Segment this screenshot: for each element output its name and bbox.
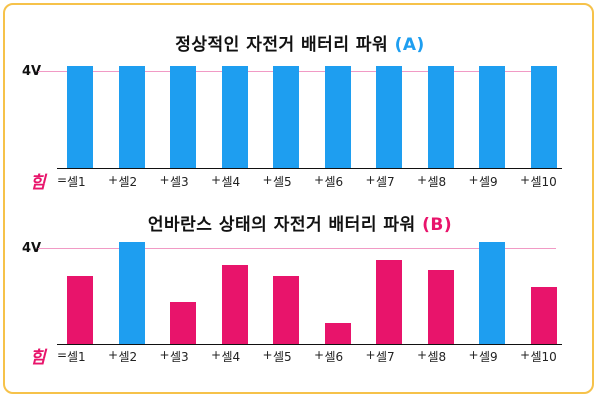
panel-b-bar-2 — [118, 242, 145, 344]
panel-b-plus-sign: + — [520, 348, 531, 362]
panel-b-plus-sign: + — [108, 348, 119, 362]
panel-b-bar-8 — [427, 270, 454, 344]
panel-b-voltage-label: 4V — [22, 241, 42, 256]
panel-a-cell-label-8: 셀8 — [427, 175, 447, 189]
panel-b-cell-label-9: 셀9 — [479, 350, 498, 364]
panel-a-bar-8 — [427, 66, 454, 168]
panel-b-cell-label-8: 셀8 — [427, 350, 447, 364]
panel-a-equals: = — [57, 173, 68, 187]
panel-a-plus-sign: + — [262, 173, 273, 187]
panel-a-cell-label-9: 셀9 — [479, 175, 498, 189]
panel-a-title-text: 정상적인 자전거 배터리 파워 — [175, 35, 389, 55]
panel-a-bar-3 — [170, 66, 196, 168]
panel-a-bar-2 — [118, 66, 145, 168]
panel-b-cell-label-2: 셀2 — [118, 350, 138, 364]
panel-b-plus-sign: + — [468, 348, 479, 362]
panel-a-bar-9 — [479, 66, 505, 168]
panel-b-bar-9 — [479, 242, 505, 344]
panel-b-cell-label-7: 셀7 — [376, 350, 395, 364]
panel-b-cell-label-1: 셀1 — [67, 350, 86, 364]
panel-a-bar-10 — [530, 66, 557, 168]
panel-a-him-label: 힘 — [30, 173, 46, 193]
panel-a-cell-label-2: 셀2 — [118, 175, 138, 189]
panel-b-bar-6 — [324, 323, 351, 344]
panel-a-tag: (A) — [394, 35, 425, 55]
panel-b-title-text: 언바란스 상태의 자전거 배터리 파워 — [147, 215, 416, 235]
panel-a-plus-sign: + — [365, 173, 376, 187]
panel-b-tag: (B) — [422, 215, 453, 235]
panel-a-bar-4 — [221, 66, 248, 168]
panel-b-bar-3 — [170, 302, 196, 344]
panel-b-bar-4 — [221, 265, 248, 344]
panel-a-plus-sign: + — [417, 173, 428, 187]
panel-a-baseline — [57, 168, 562, 169]
panel-a-plus-sign: + — [211, 173, 222, 187]
panel-b-bar-1 — [67, 276, 93, 344]
panel-b-plus-sign: + — [159, 348, 170, 362]
panel-a-plus-sign: + — [520, 173, 531, 187]
panel-a-plus-sign: + — [314, 173, 325, 187]
panel-a-cell-label-7: 셀7 — [376, 175, 395, 189]
panel-b-equals: = — [57, 348, 68, 362]
panel-b-plus-sign: + — [314, 348, 325, 362]
panel-b-bar-5 — [273, 276, 299, 344]
panel-b-cell-label-6: 셀6 — [324, 350, 344, 364]
panel-b-cell-label-3: 셀3 — [170, 350, 189, 364]
panel-b-plus-sign: + — [417, 348, 428, 362]
panel-a-bar-5 — [273, 66, 299, 168]
panel-b-bar-7 — [376, 260, 402, 344]
panel-a-bar-6 — [324, 66, 351, 168]
panel-a-bar-1 — [67, 66, 93, 168]
panel-a-cell-label-5: 셀5 — [273, 175, 292, 189]
panel-a-bar-7 — [376, 66, 402, 168]
panel-b-plus-sign: + — [365, 348, 376, 362]
panel-a-plus-sign: + — [159, 173, 170, 187]
panel-b-baseline — [57, 344, 562, 345]
panel-b-bar-10 — [530, 287, 557, 344]
panel-b-him-label: 힘 — [30, 348, 46, 368]
panel-a-cell-label-4: 셀4 — [221, 175, 241, 189]
panel-a-cell-label-6: 셀6 — [324, 175, 344, 189]
panel-b-plus-sign: + — [211, 348, 222, 362]
panel-a-title: 정상적인 자전거 배터리 파워 (A) — [0, 30, 600, 55]
panel-b-cell-label-10: 셀10 — [530, 350, 557, 364]
panel-a-cell-label-10: 셀10 — [530, 175, 557, 189]
panel-a-plus-sign: + — [468, 173, 479, 187]
panel-b-plus-sign: + — [262, 348, 273, 362]
panel-b-cell-label-4: 셀4 — [221, 350, 241, 364]
panel-a-voltage-label: 4V — [22, 64, 42, 79]
panel-b-title: 언바란스 상태의 자전거 배터리 파워 (B) — [0, 210, 600, 235]
panel-b-cell-label-5: 셀5 — [273, 350, 292, 364]
panel-a-cell-label-3: 셀3 — [170, 175, 189, 189]
panel-a-cell-label-1: 셀1 — [67, 175, 86, 189]
panel-b-4v-guide-line — [38, 248, 556, 249]
panel-a-plus-sign: + — [108, 173, 119, 187]
